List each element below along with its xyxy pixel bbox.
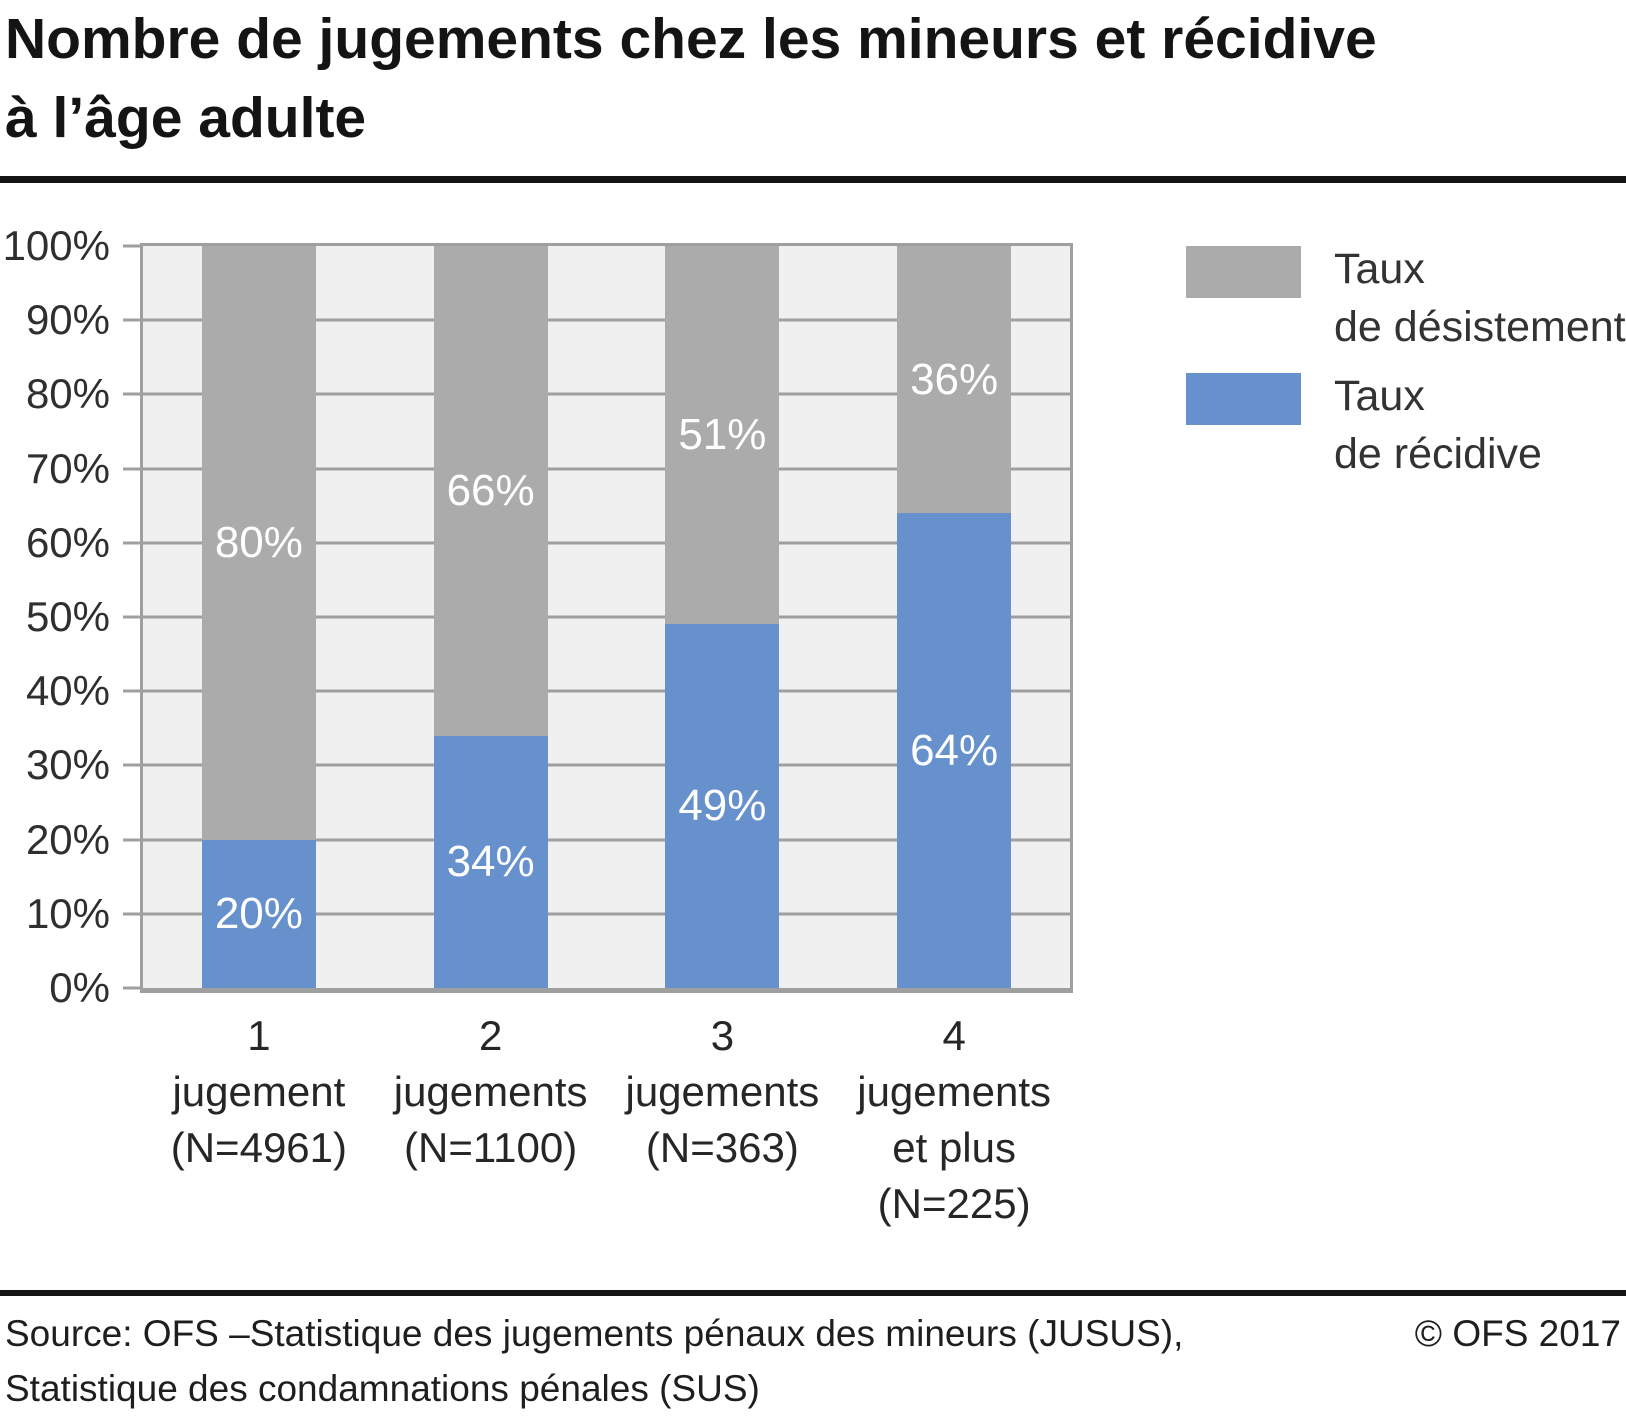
y-axis-tick-label: 40%	[25, 667, 110, 715]
x-axis-category-label: 1 jugement (N=4961)	[170, 1012, 348, 1171]
y-axis-tick	[123, 541, 143, 545]
y-axis-tick-label: 90%	[25, 296, 110, 344]
bar-value-label: 51%	[678, 410, 767, 460]
bar-value-label: 66%	[446, 465, 535, 515]
bar-value-label: 34%	[446, 836, 535, 886]
legend: Taux de désistement Taux de récidive	[1186, 245, 1626, 546]
y-axis-tick-label: 60%	[25, 518, 110, 566]
y-axis-tick	[123, 244, 143, 248]
gridline	[143, 838, 1070, 842]
legend-label: Taux de désistement	[1334, 245, 1626, 351]
y-axis-labels: 0% 10% 20% 30% 40% 50% 60% 70% 80% 90% 100%	[0, 222, 110, 1011]
x-axis-labels: 1 jugement (N=4961) 2 jugements (N=1100) 3…	[143, 1008, 1070, 1258]
title-divider	[0, 176, 1626, 183]
bar-segment-desistement: 36%	[897, 246, 1012, 514]
gridline	[143, 541, 1070, 545]
y-axis-tick	[123, 467, 143, 471]
y-axis-tick	[123, 763, 143, 767]
y-axis-tick-label: 80%	[25, 370, 110, 418]
y-axis-tick-label: 100%	[2, 222, 110, 269]
bar-segment-desistement: 66%	[433, 246, 548, 736]
y-axis-tick-label: 10%	[25, 889, 110, 937]
copyright-text: © OFS 2017	[1414, 1313, 1621, 1354]
page-title: Nombre de jugements chez les mineurs et …	[5, 7, 1377, 150]
bar-value-label: 36%	[910, 354, 999, 404]
gridline	[143, 912, 1070, 916]
gridline	[143, 467, 1070, 471]
x-axis-category-label: 3 jugements (N=363)	[625, 1012, 820, 1171]
plot-area: 80% 20% 66% 34% 51% 49% 36% 64%	[123, 243, 1073, 993]
y-axis-tick-label: 50%	[25, 593, 110, 640]
y-axis-tick	[123, 986, 143, 990]
legend-swatch-recidive	[1186, 373, 1301, 425]
y-axis-tick	[123, 318, 143, 322]
bar-group: 80% 20%	[201, 246, 316, 988]
gridline	[143, 615, 1070, 619]
footer-divider	[0, 1290, 1626, 1296]
y-axis-tick	[123, 615, 143, 619]
bar-group: 36% 64%	[897, 246, 1012, 988]
bar-segment-recidive: 34%	[433, 735, 548, 988]
y-axis-tick-label: 20%	[25, 815, 110, 863]
y-axis-tick-label: 70%	[25, 444, 110, 492]
x-axis-category-label: 2 jugements (N=1100)	[393, 1012, 588, 1171]
y-axis-tick	[123, 912, 143, 916]
y-axis-tick-label: 0%	[49, 964, 110, 1011]
bar-group: 51% 49%	[665, 246, 780, 988]
gridline	[143, 392, 1070, 396]
legend-swatch-desistement	[1186, 246, 1301, 298]
gridline	[143, 318, 1070, 322]
x-axis-category-label: 4 jugements et plus (N=225)	[857, 1012, 1052, 1227]
y-axis-tick	[123, 392, 143, 396]
legend-item-recidive: Taux de récidive	[1186, 372, 1542, 483]
bar-value-label: 49%	[678, 781, 767, 831]
bar-group: 66% 34%	[433, 246, 548, 988]
bar-value-label: 80%	[214, 517, 303, 567]
source-text: Source: OFS –Statistique des jugements p…	[5, 1313, 1184, 1409]
legend-label: Taux de récidive	[1334, 372, 1542, 478]
bar-segment-desistement: 80%	[201, 246, 316, 840]
y-axis-tick	[123, 838, 143, 842]
bar-value-label: 64%	[910, 725, 999, 775]
gridline	[143, 689, 1070, 693]
bar-segment-desistement: 51%	[665, 246, 780, 625]
y-axis-tick	[123, 689, 143, 693]
bar-segment-recidive: 49%	[665, 624, 780, 988]
bar-segment-recidive: 64%	[897, 513, 1012, 988]
legend-item-desistement: Taux de désistement	[1186, 245, 1626, 356]
y-axis-tick-label: 30%	[25, 741, 110, 789]
bar-segment-recidive: 20%	[201, 839, 316, 988]
bar-value-label: 20%	[214, 888, 303, 938]
gridline	[143, 763, 1070, 767]
